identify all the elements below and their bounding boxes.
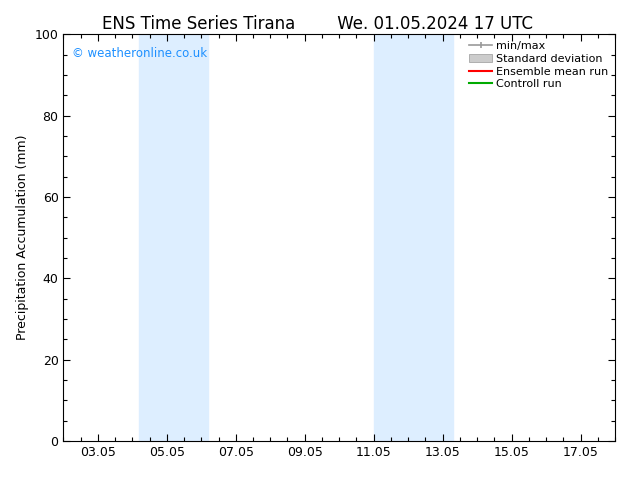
Bar	[373, 34, 415, 441]
Legend: min/max, Standard deviation, Ensemble mean run, Controll run: min/max, Standard deviation, Ensemble me…	[465, 37, 612, 94]
Text: © weatheronline.co.uk: © weatheronline.co.uk	[72, 47, 207, 59]
Text: ENS Time Series Tirana        We. 01.05.2024 17 UTC: ENS Time Series Tirana We. 01.05.2024 17…	[101, 15, 533, 33]
Bar	[415, 34, 453, 441]
Bar	[139, 34, 208, 441]
Y-axis label: Precipitation Accumulation (mm): Precipitation Accumulation (mm)	[16, 135, 29, 341]
